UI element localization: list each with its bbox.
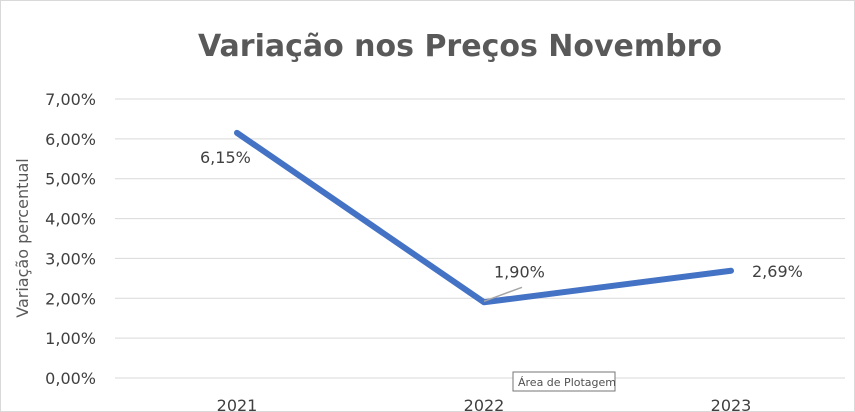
y-tick-label: 3,00%	[45, 249, 96, 268]
x-tick-label: 2023	[711, 396, 752, 412]
y-tick-label: 2,00%	[45, 289, 96, 308]
plot-area-tooltip: Área de Plotagem	[512, 371, 616, 392]
data-label: 2,69%	[752, 262, 803, 281]
y-tick-label: 7,00%	[45, 90, 96, 109]
y-tick-label: 1,00%	[45, 329, 96, 348]
chart-title: Variação nos Preços Novembro	[198, 29, 722, 64]
data-label-leader-line	[483, 286, 523, 302]
series-line[interactable]	[234, 129, 734, 306]
plot-area[interactable]: 6,15% 1,90% 2,69%	[200, 129, 803, 306]
gridlines	[115, 98, 845, 379]
data-label: 6,15%	[200, 148, 251, 167]
tooltip-text: Área de Plotagem	[518, 376, 616, 389]
tooltip-box	[512, 371, 616, 392]
y-axis-ticks: 0,00% 1,00% 2,00% 3,00% 4,00% 5,00% 6,00% 7,00%	[45, 90, 96, 388]
y-tick-label: 0,00%	[45, 369, 96, 388]
data-label: 1,90%	[494, 262, 545, 281]
x-axis-ticks: 2021 2022 2023	[217, 396, 752, 412]
y-tick-label: 4,00%	[45, 210, 96, 229]
x-tick-label: 2021	[217, 396, 258, 412]
y-tick-label: 6,00%	[45, 130, 96, 149]
x-tick-label: 2022	[464, 396, 505, 412]
y-tick-label: 5,00%	[45, 170, 96, 189]
y-axis-label: Variação percentual	[13, 158, 32, 317]
